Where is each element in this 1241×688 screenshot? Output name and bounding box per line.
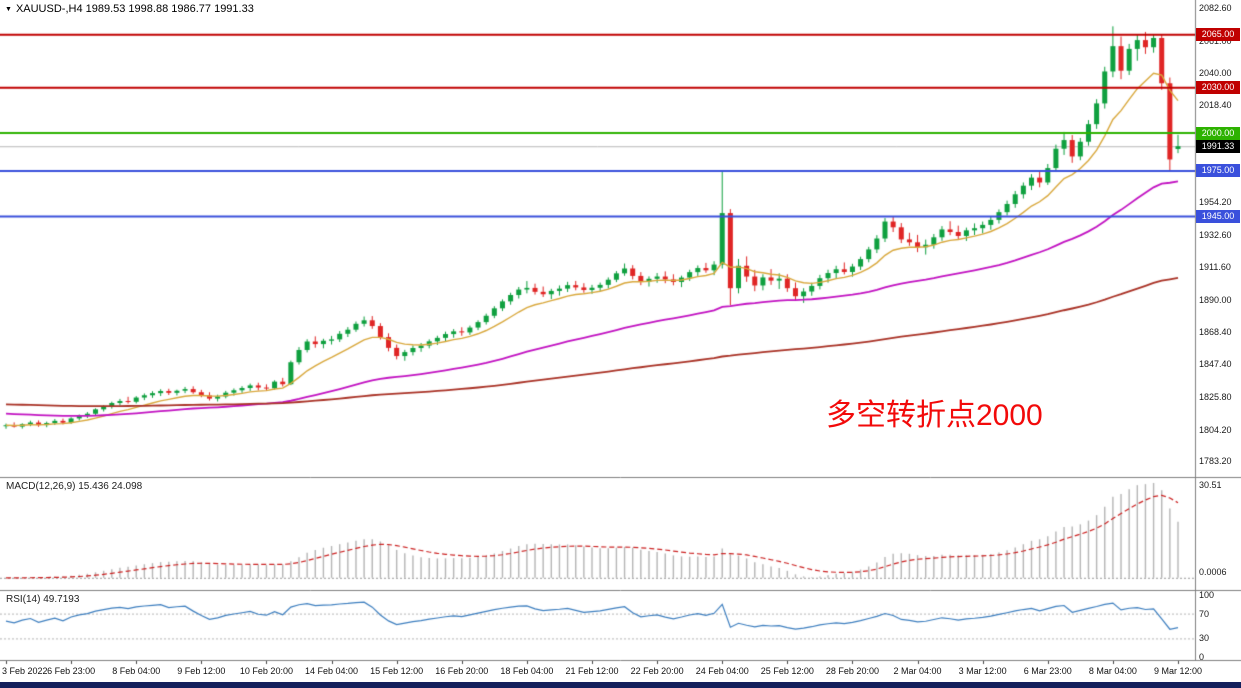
- rsi-scale-label: 70: [1199, 608, 1210, 619]
- time-axis-label: 2 Mar 04:00: [893, 666, 942, 676]
- time-axis-label: 8 Mar 04:00: [1088, 666, 1137, 676]
- macd-scale-label: 0.0006: [1199, 566, 1227, 577]
- price-scale-label: 1825.80: [1199, 391, 1232, 402]
- price-tag: 1945.00: [1196, 209, 1240, 223]
- price-scale-label: 2040.00: [1199, 67, 1232, 78]
- price-scale-label: 1890.00: [1199, 294, 1232, 305]
- time-axis-label: 3 Feb 2022: [2, 666, 48, 676]
- price-scale-label: 1783.20: [1199, 456, 1232, 467]
- time-axis-label: 8 Feb 04:00: [112, 666, 161, 676]
- price-scale-label: 1932.60: [1199, 230, 1232, 241]
- time-axis-label: 21 Feb 12:00: [565, 666, 619, 676]
- time-axis-label: 24 Feb 04:00: [695, 666, 749, 676]
- time-axis-label: 10 Feb 20:00: [239, 666, 293, 676]
- macd-indicator-label: MACD(12,26,9) 15.436 24.098: [6, 481, 143, 492]
- price-scale-label: 1847.40: [1199, 359, 1232, 370]
- price-tag: 2030.00: [1196, 81, 1240, 95]
- rsi-indicator-label: RSI(14) 49.7193: [6, 594, 80, 605]
- time-axis-label: 22 Feb 20:00: [630, 666, 684, 676]
- price-tag: 2065.00: [1196, 28, 1240, 42]
- price-scale-label: 1804.20: [1199, 424, 1232, 435]
- price-tag: 1991.33: [1196, 139, 1240, 153]
- rsi-scale-label: 30: [1199, 633, 1210, 644]
- time-axis-label: 6 Mar 23:00: [1023, 666, 1072, 676]
- bottom-taskbar-strip: [0, 682, 1241, 688]
- macd-scale-label: 30.51: [1199, 480, 1222, 490]
- time-axis-label: 6 Feb 23:00: [47, 666, 96, 676]
- chart-header: ▼ XAUUSD-,H4 1989.53 1998.88 1986.77 199…: [5, 3, 254, 15]
- price-scale-label: 1911.60: [1199, 261, 1231, 272]
- time-axis-label: 28 Feb 20:00: [825, 666, 879, 676]
- time-axis-label: 14 Feb 04:00: [305, 666, 359, 676]
- rsi-scale-label: 100: [1199, 590, 1215, 600]
- time-axis-label: 15 Feb 12:00: [370, 666, 424, 676]
- symbol-dropdown-icon[interactable]: ▼: [5, 5, 12, 13]
- price-tag: 2000.00: [1196, 126, 1240, 140]
- price-scale-label: 1954.20: [1199, 197, 1232, 208]
- time-axis-label: 9 Mar 12:00: [1153, 666, 1203, 676]
- time-axis-label: 9 Feb 12:00: [177, 666, 226, 676]
- time-axis-label: 16 Feb 20:00: [435, 666, 489, 676]
- price-scale-label: 1868.40: [1199, 327, 1232, 338]
- chart-annotation-text: 多空转折点2000: [826, 399, 1043, 432]
- price-scale-label: 2018.40: [1199, 100, 1232, 111]
- time-axis-label: 18 Feb 04:00: [500, 666, 554, 676]
- time-axis-label: 3 Mar 12:00: [958, 666, 1007, 676]
- rsi-scale-label: 0: [1199, 652, 1205, 662]
- time-axis-label: 25 Feb 12:00: [760, 666, 814, 676]
- price-scale-label: 2082.60: [1199, 3, 1232, 13]
- symbol-ohlc-text: XAUUSD-,H4 1989.53 1998.88 1986.77 1991.…: [15, 3, 254, 15]
- price-tag: 1975.00: [1196, 164, 1240, 178]
